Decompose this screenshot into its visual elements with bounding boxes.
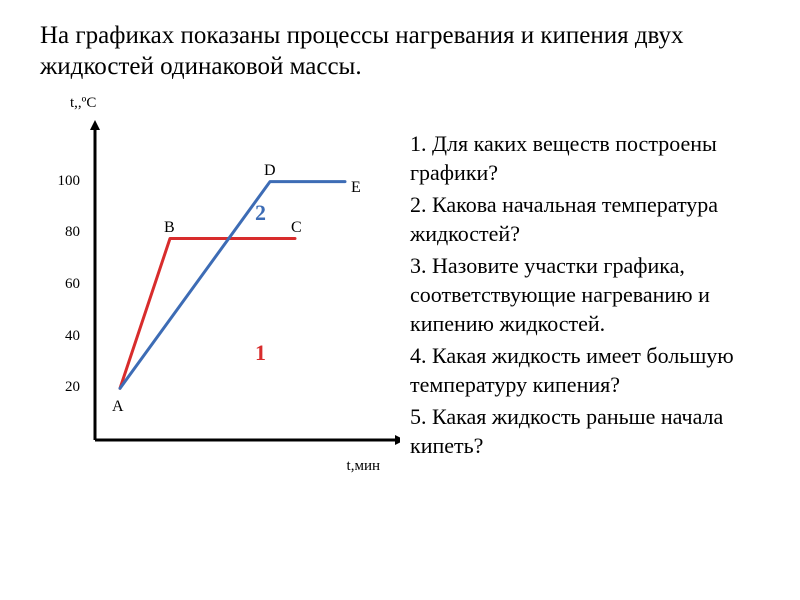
point-label: C [291,219,302,237]
y-tick-label: 80 [50,224,80,241]
chart: t,,ºС t,мин 20406080100ABC1DE2 [40,110,400,470]
question-item: 1. Для каких веществ построены графики? [410,130,775,187]
y-tick-label: 20 [50,379,80,396]
page-title: На графиках показаны процессы нагревания… [40,20,760,83]
questions-block: 1. Для каких веществ построены графики?2… [410,130,775,465]
series-label: 1 [255,340,266,366]
y-tick-label: 60 [50,276,80,293]
question-item: 2. Какова начальная температура жидкосте… [410,191,775,248]
question-item: 5. Какая жидкость раньше начала кипеть? [410,403,775,460]
point-label: D [264,162,276,180]
y-tick-label: 100 [50,173,80,190]
y-axis-label: t,,ºС [70,95,96,112]
question-item: 3. Назовите участки графика, соответству… [410,252,775,338]
point-label: B [164,219,175,237]
x-axis-label: t,мин [347,458,380,475]
point-label: A [112,398,124,416]
y-tick-label: 40 [50,328,80,345]
series-label: 2 [255,200,266,226]
question-item: 4. Какая жидкость имеет большую температ… [410,342,775,399]
point-label: E [351,179,361,197]
chart-svg [40,110,400,470]
